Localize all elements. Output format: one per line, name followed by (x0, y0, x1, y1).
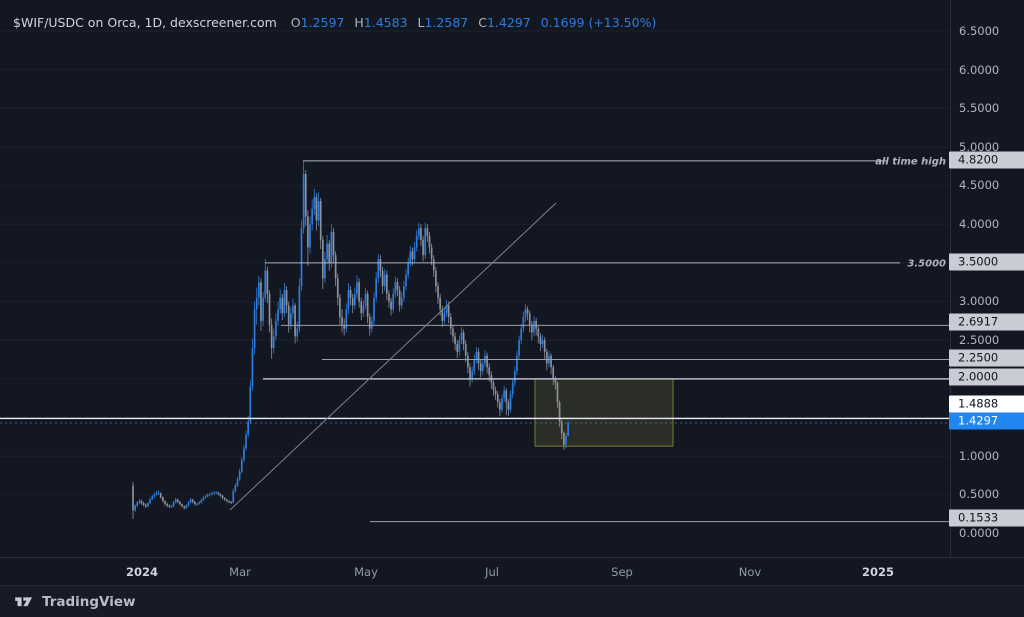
open-value: 1.2597 (300, 15, 345, 30)
chart-legend[interactable]: $WIF/USDC on Orca, 1D, dexscreener.com O1… (13, 15, 656, 33)
open-label: O (290, 15, 301, 30)
bottom-toolbar: TradingView (0, 585, 1024, 617)
price-axis-label: 2.5000 (959, 333, 1000, 347)
close-label: C (478, 15, 487, 30)
price-axis-label: 0.5000 (959, 487, 1000, 501)
price-axis-label: 5.5000 (959, 101, 1000, 115)
tradingview-brand-text[interactable]: TradingView (42, 593, 136, 610)
price-axis-label: 0.0000 (959, 526, 1000, 540)
price-axis-label: 4.0000 (959, 217, 1000, 231)
price-axis-label: 6.0000 (959, 63, 1000, 77)
time-axis-label: Sep (611, 565, 633, 579)
close-value: 1.4297 (486, 15, 531, 30)
price-axis-label: 1.0000 (959, 449, 1000, 463)
price-level-tag: 2.6917 (949, 313, 1024, 331)
tradingview-logo-icon[interactable] (14, 593, 35, 610)
time-axis[interactable]: 2024 Mar May Jul Sep Nov 2025 (0, 557, 1024, 586)
price-ray-label: all time high (875, 156, 946, 167)
plot-area[interactable]: all time high 3.5000 (0, 30, 950, 523)
price-level-tag: 2.0000 (949, 368, 1024, 386)
low-label: L (417, 15, 425, 30)
price-axis-label: 6.5000 (959, 24, 1000, 38)
price-level-tag: 1.4888 (949, 395, 1024, 413)
price-axis-label: 3.0000 (959, 294, 1000, 308)
price-axis-label: 5.0000 (959, 140, 1000, 154)
time-axis-label: May (354, 565, 378, 579)
time-axis-label: 2024 (125, 565, 159, 579)
price-ray-label: 3.5000 (907, 258, 946, 269)
price-level-tag: 3.5000 (949, 253, 1024, 271)
change-value: 0.1699 (+13.50%) (540, 15, 657, 30)
time-axis-label: Mar (229, 565, 251, 579)
high-value: 1.4583 (363, 15, 408, 30)
price-level-tag: 0.1533 (949, 509, 1024, 527)
low-value: 1.2587 (424, 15, 469, 30)
high-label: H (354, 15, 364, 30)
trend-line[interactable] (229, 202, 557, 511)
price-level-tag: 2.2500 (949, 349, 1024, 367)
symbol-title[interactable]: $WIF/USDC on Orca, 1D, dexscreener.com (13, 15, 277, 30)
time-axis-label: 2025 (861, 565, 895, 579)
candles-series (132, 160, 569, 519)
price-level-tag: 4.8200 (949, 151, 1024, 169)
time-axis-label: Jul (485, 565, 499, 579)
price-axis[interactable]: 6.5000 6.0000 5.5000 5.0000 4.5000 4.0000 3.00… (949, 0, 1024, 557)
time-axis-label: Nov (738, 565, 762, 579)
price-axis-label: 4.5000 (959, 178, 1000, 192)
current-price-tag: 1.4297 (949, 412, 1024, 430)
